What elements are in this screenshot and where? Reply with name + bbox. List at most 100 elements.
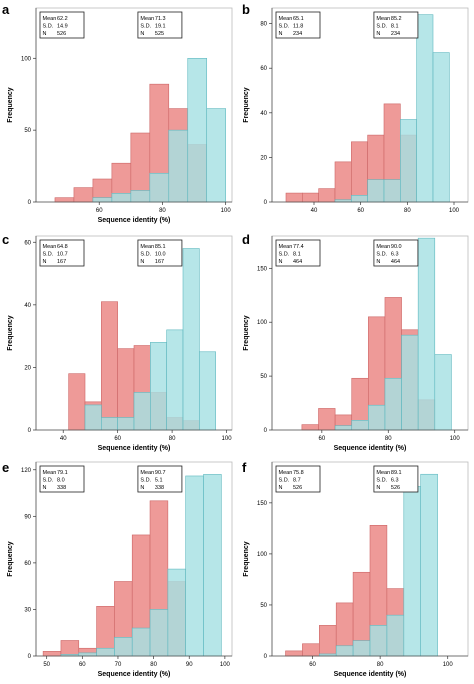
- x-tick-label: 60: [96, 208, 103, 214]
- panel-label: d: [242, 232, 250, 247]
- stats-value: 526: [57, 31, 66, 37]
- bar-series-2: [96, 647, 115, 657]
- bar-series-1: [301, 424, 319, 431]
- stats-box: [137, 465, 183, 493]
- bar-series-1: [318, 188, 336, 203]
- y-tick-label: 50: [24, 128, 31, 134]
- stats-key: N: [279, 259, 283, 265]
- bar-series-2: [133, 392, 151, 431]
- bar-series-1: [285, 650, 303, 657]
- y-tick-label: 30: [24, 607, 31, 613]
- stats-box: [137, 239, 183, 267]
- bar-series-2: [203, 474, 222, 657]
- x-tick-label: 40: [60, 436, 67, 442]
- x-tick-label: 100: [443, 662, 454, 668]
- bar-series-2: [130, 190, 151, 203]
- y-tick-label: 60: [260, 66, 267, 72]
- bar-series-2: [117, 417, 135, 431]
- bar-series-2: [335, 645, 354, 657]
- stats-value: 89.1: [391, 470, 402, 476]
- stats-key: Mean: [43, 16, 57, 22]
- bar-series-2: [131, 627, 151, 657]
- stats-box: [39, 239, 85, 267]
- panel-c: c 40 60 80 100 0 20 40 60 Sequence identity (%) Fr…: [2, 232, 233, 452]
- stats-value: 234: [293, 31, 302, 37]
- bar-series-2: [384, 377, 402, 431]
- stats-value: 62.2: [57, 16, 68, 22]
- y-tick-label: 0: [264, 200, 268, 206]
- stats-key: N: [43, 31, 47, 37]
- x-tick-label: 100: [450, 436, 461, 442]
- bar-series-2: [111, 193, 132, 203]
- y-tick-label: 120: [21, 468, 32, 474]
- bar-series-2: [114, 637, 133, 657]
- stats-key: S.D.: [376, 24, 387, 30]
- bar-series-2: [401, 334, 419, 431]
- stats-value: 526: [391, 485, 400, 491]
- bar-series-2: [417, 237, 436, 431]
- stats-value: 90.7: [155, 470, 166, 476]
- stats-key: S.D.: [279, 252, 290, 258]
- y-axis-label: Frequency: [7, 541, 14, 577]
- x-tick-label: 50: [43, 662, 50, 668]
- bar-series-2: [434, 354, 452, 431]
- bar-series-2: [420, 473, 438, 657]
- x-tick-label: 100: [221, 208, 232, 214]
- stats-value: 85.2: [391, 16, 402, 22]
- bar-series-2: [150, 342, 167, 431]
- stats-key: N: [376, 259, 380, 265]
- bar-series-2: [92, 197, 113, 203]
- bar-series-1: [351, 141, 368, 203]
- bar-series-2: [403, 486, 421, 657]
- y-tick-label: 0: [28, 200, 32, 206]
- stats-key: Mean: [140, 470, 154, 476]
- stats-key: N: [140, 259, 144, 265]
- stats-key: N: [140, 485, 144, 491]
- x-axis-label: Sequence identity (%): [98, 445, 171, 452]
- x-tick-label: 60: [357, 208, 364, 214]
- y-axis-label: Frequency: [7, 315, 14, 351]
- stats-value: 6.3: [391, 252, 399, 258]
- stats-value: 14.9: [57, 24, 68, 30]
- bar-series-2: [149, 609, 169, 657]
- bar-series-2: [78, 652, 97, 657]
- bar-series-1: [334, 161, 352, 203]
- stats-value: 5.1: [155, 478, 163, 484]
- bar-series-2: [167, 568, 186, 657]
- stats-value: 464: [391, 259, 400, 265]
- stats-box: [39, 465, 85, 493]
- stats-key: Mean: [140, 16, 154, 22]
- stats-key: Mean: [279, 244, 293, 250]
- stats-key: S.D.: [279, 24, 290, 30]
- stats-key: N: [376, 485, 380, 491]
- y-tick-label: 100: [257, 552, 268, 558]
- stats-key: Mean: [376, 470, 390, 476]
- x-tick-label: 80: [159, 208, 166, 214]
- y-tick-label: 40: [24, 303, 31, 309]
- stats-key: S.D.: [43, 252, 54, 258]
- x-tick-label: 40: [311, 208, 318, 214]
- panel-d: d 60 80 100 0 50 100 150 Sequence identity (%) Fr…: [242, 232, 469, 452]
- bar-series-2: [182, 248, 200, 431]
- x-tick-label: 100: [220, 662, 231, 668]
- stats-value: 464: [293, 259, 302, 265]
- panel-a: a 60 80 100 0 50 100 Sequence identity (%) Frequ…: [2, 2, 233, 224]
- y-axis-label: Frequency: [243, 315, 250, 351]
- y-tick-label: 100: [21, 56, 32, 62]
- bar-series-2: [416, 14, 434, 203]
- stats-key: S.D.: [43, 478, 54, 484]
- stats-key: N: [376, 31, 380, 37]
- stats-value: 6.3: [391, 478, 399, 484]
- stats-key: Mean: [376, 244, 390, 250]
- bar-series-1: [302, 643, 320, 657]
- y-tick-label: 90: [24, 514, 31, 520]
- bar-series-2: [185, 475, 204, 657]
- panel-e: e 50 60 70 80 90 100 0 30 60 90 120 Sequence identit…: [2, 460, 233, 678]
- stats-value: 10.0: [155, 252, 166, 258]
- stats-value: 19.1: [155, 24, 166, 30]
- stats-key: Mean: [43, 470, 57, 476]
- bar-series-2: [386, 614, 405, 657]
- panel-label: e: [2, 460, 9, 475]
- stats-value: 338: [57, 485, 66, 491]
- stats-key: Mean: [279, 16, 293, 22]
